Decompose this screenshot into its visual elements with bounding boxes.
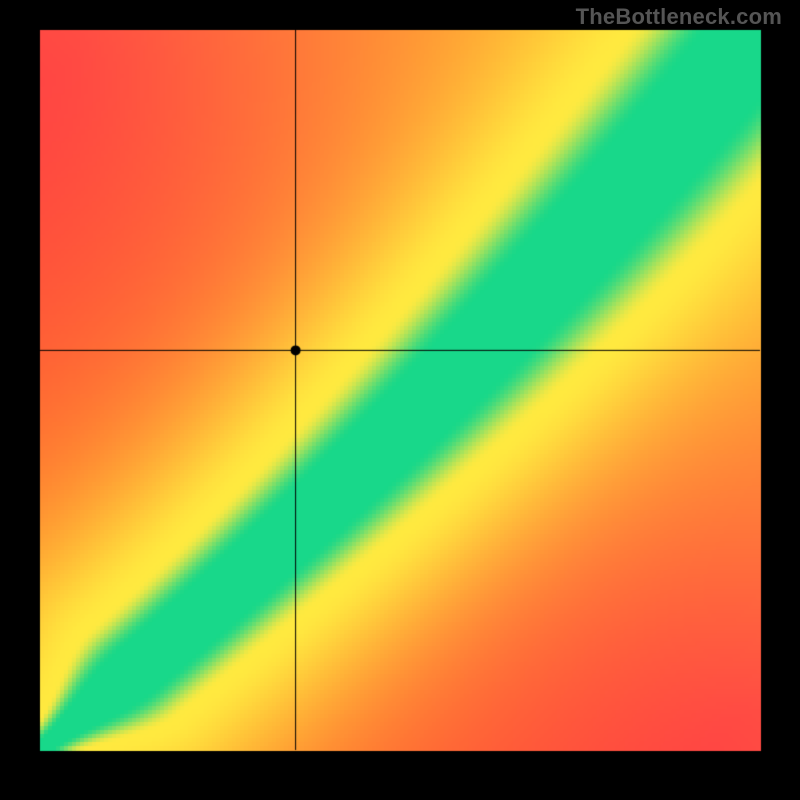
chart-container: TheBottleneck.com [0,0,800,800]
heatmap-canvas [0,0,800,800]
watermark-text: TheBottleneck.com [576,4,782,30]
